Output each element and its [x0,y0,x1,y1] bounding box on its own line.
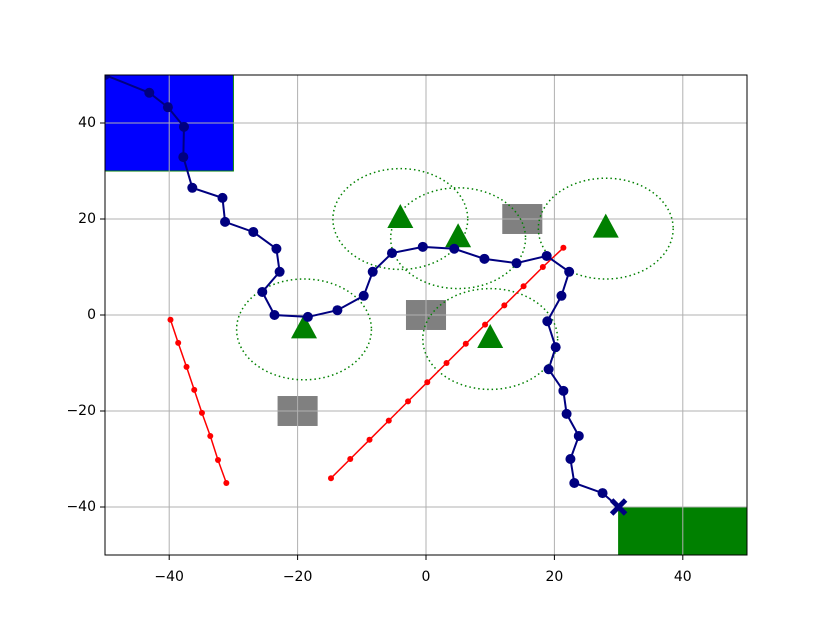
path-point [178,121,189,132]
x-tick-label: 0 [422,569,431,585]
y-tick-label: 0 [87,307,96,323]
path-point [443,360,450,366]
path-point [183,363,190,370]
path-point [269,310,280,320]
path-point [482,321,489,328]
path-point [569,478,580,488]
path-point [511,258,522,269]
path-point [347,456,354,462]
path-point [550,342,561,353]
path-point [257,286,268,297]
threat-range [537,177,674,280]
path-point [405,398,412,405]
path-point [564,266,575,277]
path-point [560,244,567,251]
path-point [541,250,552,261]
path-point [327,475,334,482]
path-point [556,290,567,301]
path-point [539,264,546,270]
path-point [386,248,397,259]
path-point [248,226,259,237]
y-tick-label: −40 [66,499,96,515]
path-point [144,87,155,98]
path-point [462,340,469,347]
path-point [214,456,221,463]
threat [291,314,318,339]
path-point [191,386,198,393]
path-point [561,408,572,419]
x-tick-label: −20 [283,569,313,585]
x-tick-label: 20 [545,569,563,585]
y-tick-label: −20 [66,403,96,419]
threat [387,204,414,228]
path-point [223,480,230,486]
threat-range [235,278,373,381]
path-point [597,488,608,499]
path-point [501,302,508,309]
threat [477,324,504,348]
path-point [520,283,527,290]
path-point [424,379,431,386]
path-point [479,253,490,264]
path-point [367,266,378,277]
path-point [417,241,428,252]
path-point [565,454,576,464]
y-tick-label: 20 [78,211,96,227]
path-point [385,417,392,424]
path-point [178,152,189,163]
y-tick-label: 40 [78,115,96,131]
path-point [332,305,343,316]
path-point [558,385,569,396]
path-point [271,243,282,254]
path-point [366,436,373,443]
threat-range [332,167,469,271]
path-point [187,182,198,193]
path-point [175,339,182,346]
threat-range [422,287,559,391]
path-point [573,430,584,441]
path-point [207,432,214,439]
path-point [542,316,553,327]
path-point [543,364,554,375]
threat [592,213,619,238]
path-point [449,243,460,254]
path-point [105,75,110,80]
threat-range [389,187,527,290]
x-tick-label: −40 [154,569,184,585]
path-line [169,319,228,484]
end-marker [609,498,628,516]
plot-area [105,75,747,555]
path-point [162,102,173,113]
path-point [217,192,228,203]
path-point [358,290,369,301]
path-point [167,316,174,323]
path-point [274,266,285,277]
x-tick-label: 40 [674,569,692,585]
path-point [198,409,205,416]
path-point [220,216,231,227]
threat [445,223,472,248]
path-point [302,311,313,322]
